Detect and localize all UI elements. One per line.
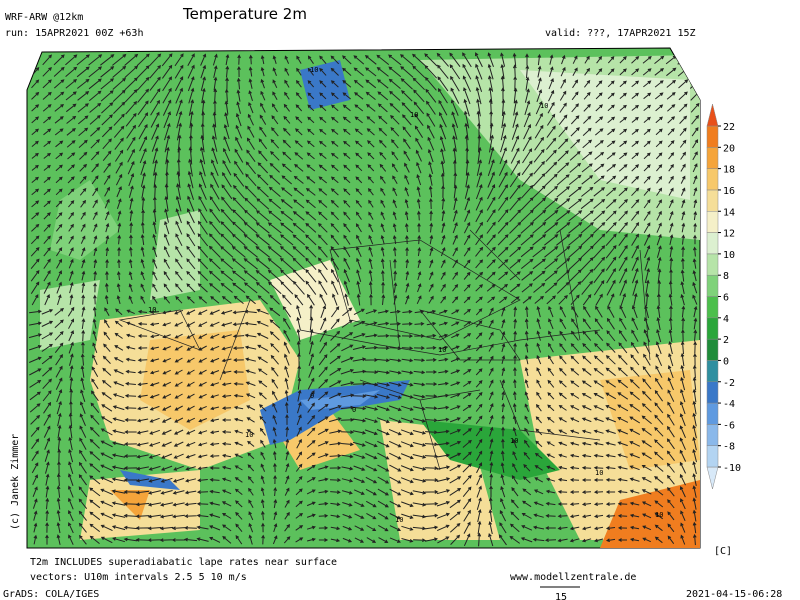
colorbar-label: 10 [723,250,735,261]
colorbar-end [706,466,719,490]
colorbar-end [706,103,719,127]
colorbar-label: -4 [723,399,735,410]
border [118,239,521,361]
valid: valid: ???, 17APR2021 15Z [545,28,696,39]
zone [150,210,200,300]
colorbar-label: 22 [723,122,735,133]
colorbar-band [706,424,719,446]
colorbar-label: 18 [723,165,735,176]
title: Temperature 2m [182,5,307,23]
contour-label: 10 [510,437,518,445]
contour-label: 10 [410,111,418,119]
zone [40,280,100,350]
timestamp: 2021-04-15-06:28 [686,589,782,600]
zone [140,330,250,430]
vectors: vectors: U10m intervals 2.5 5 10 m/s [30,572,247,583]
colorbar-label: 8 [723,271,729,282]
contour-label: 0 [352,406,356,414]
contour-label: 10 [148,306,156,314]
colorbar-label: 6 [723,293,729,304]
colorbar-band [706,296,719,319]
colorbar-band [706,253,719,276]
colorbar-band [706,168,719,191]
colorbar-label: 14 [723,207,735,218]
contour-label: 10 [540,102,548,110]
contour-label: 10 [595,469,603,477]
colorbar-label: -6 [723,420,735,431]
cold-zone [120,470,180,490]
colorbar: -10 -8 -6 -4 -2 0 2 4 6 8 10 12 14 16 18 20 22 [706,103,741,490]
colorbar-band [706,125,719,148]
colorbar-band [706,402,719,425]
zone [600,480,700,548]
contour-label: 10 [310,66,318,74]
colorbar-label: -10 [723,463,741,474]
copyright: (c) Janek Zimmer [10,434,21,530]
vector-scale: 15 [555,592,567,600]
note: T2m INCLUDES superadiabatic lape rates n… [30,557,337,568]
contour-label: 0 [310,392,314,400]
colorbar-band [706,360,719,382]
border [219,229,651,471]
contour-label: 10 [245,431,253,439]
colorbar-band [706,317,719,340]
colorbar-band [706,445,719,468]
colorbar-label: 4 [723,314,729,325]
colorbar-band [706,211,719,233]
zone [110,490,150,520]
zone [50,180,120,260]
map: 10 10 10 10 10 10 10 10 10 10 0 0 [26,47,701,549]
colorbar-label: -2 [723,378,735,389]
unit: [C] [714,546,732,557]
model: WRF-ARW @12km [5,12,83,23]
colorbar-band [706,232,719,255]
contour-label: 10 [655,511,663,519]
colorbar-band [706,147,719,169]
colorbar-label: 2 [723,335,729,346]
colorbar-label: 16 [723,186,735,197]
colorbar-label: 0 [723,356,729,367]
software: GrADS: COLA/IGES [3,589,99,600]
cold-zone [300,390,380,410]
run: run: 15APR2021 00Z +63h [5,28,143,39]
site: www.modellzentrale.de [510,572,636,583]
colorbar-label: 20 [723,143,735,154]
colorbar-band [706,274,719,297]
colorbar-label: -8 [723,442,735,453]
colorbar-label: 12 [723,229,735,240]
colorbar-band [706,381,719,404]
colorbar-band [706,189,719,212]
contour-label: 10 [438,346,446,354]
contour-label: 10 [395,516,403,524]
colorbar-band [706,338,719,361]
